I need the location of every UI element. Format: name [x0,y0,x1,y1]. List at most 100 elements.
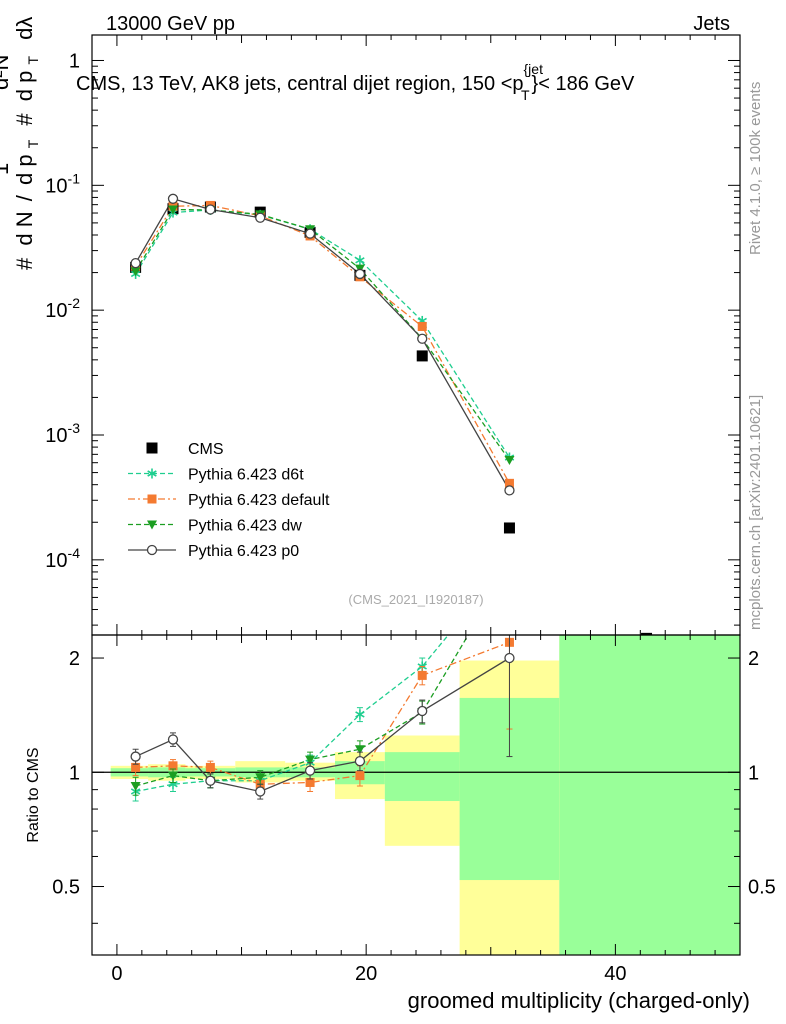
point-ratio-pythia-6-423-dw-3 [255,773,266,783]
y-tick-label-upper-one: 1 [69,50,80,72]
y-tick-base-1: 10 [45,300,67,322]
point-upper-pythia-6-423-p0-2 [205,204,216,215]
legend-marker-pythia-6-423-d6t-stroke-2 [147,470,157,477]
y-tick-label-lower-left-2: 2 [69,648,80,670]
point-ratio-pythia-6-423-p0-0 [130,751,141,762]
point-upper-pythia-6-423-dw-7 [504,456,515,466]
y-tick-exp-3: -4 [68,545,81,561]
legend-marker-pythia-6-423-p0 [146,544,158,556]
y-tick-label-lower-right-2: 2 [748,648,759,670]
point-ratio-pythia-6-423-dw-0 [130,782,141,792]
y-tick-base-0: 10 [45,175,67,197]
point-ratio-pythia-6-423-dw-1 [168,771,178,781]
point-ratio-pythia-6-423-default-2 [205,762,215,772]
point-ratio-pythia-6-423-dw-7 [504,562,514,571]
point-ratio-pythia-6-423-dw-4 [305,755,316,765]
y-tick-base-2: 10 [45,425,67,447]
legend-label-pythia-6-423-default: Pythia 6.423 default [188,492,330,509]
point-ratio-pythia-6-423-dw-5 [354,745,365,755]
mcplots-label: mcplots.cern.ch [arXiv:2401.10621] [747,395,764,630]
point-ratio-pythia-6-423-p0-7 [504,652,515,664]
upper-markers [130,193,653,635]
point-upper-pythia-6-423-p0-0 [130,257,141,269]
legend-label-pythia-6-423-p0: Pythia 6.423 p0 [188,543,299,560]
point-upper-pythia-6-423-d6t-5-stroke-2 [355,257,365,264]
y-tick-base-3: 10 [45,550,67,572]
point-upper-pythia-6-423-dw-1 [168,205,178,215]
point-ratio-pythia-6-423-default-0 [131,762,141,772]
point-ratio-pythia-6-423-d6t-5 [355,709,365,720]
y-axis-label-upper: # d N / d p T # d p T dλ 1 d²N [0,17,41,270]
point-upper-pythia-6-423-p0-4 [304,228,316,239]
point-upper-pythia-6-423-p0-6 [417,333,428,344]
legend-marker-pythia-6-423-dw [147,520,157,530]
upper-lines [135,198,511,491]
rivet-label: Rivet 4.1.0, ≥ 100k events [747,82,764,255]
x-tick-label-0: 0 [111,963,122,985]
point-ratio-pythia-6-423-p0-2 [205,775,216,786]
y-tick-label-lower-left-0: 0.5 [52,877,80,899]
ylabel-T1: T [25,139,41,148]
ylabel-hash2: # [12,113,37,126]
point-upper-cms-6 [416,350,428,362]
ylabel-hash1: # [12,257,37,270]
legend-marker-pythia-6-423-default [147,494,157,504]
point-ratio-pythia-6-423-p0-5 [354,755,366,767]
x-tick-label-2: 40 [604,963,626,985]
point-ratio-pythia-6-423-default-4 [305,777,315,787]
y-tick-label-upper-2: 10-3 [45,420,80,447]
point-ratio-pythia-6-423-p0-6 [417,705,428,717]
series-lines [135,198,511,793]
y-tick-exp-2: -3 [68,420,81,436]
point-ratio-pythia-6-423-d6t-7-stroke-1 [505,559,514,564]
y-tick-label-upper-0: 10-1 [45,170,80,197]
legend-marker-pythia-6-423-d6t [147,468,157,479]
point-upper-pythia-6-423-default-6 [417,321,427,331]
band-green-6 [384,752,460,802]
point-upper-cms-7 [503,522,515,534]
analysis-id: (CMS_2021_I1920187) [348,592,483,607]
x-axis-label: groomed multiplicity (charged-only) [408,988,750,1013]
lower-lines [135,635,510,793]
lower-markers [130,559,515,802]
header-right: Jets [693,13,730,35]
ylabel-dN: d N [12,211,37,245]
header-left: 13000 GeV pp [106,13,235,35]
legend-marker-cms [146,442,158,454]
point-upper-pythia-6-423-p0-3 [255,212,266,223]
y-tick-label-upper-1: 10-2 [45,295,80,322]
y-tick-label-lower-left-1: 1 [69,762,80,784]
x-tick-label-1: 20 [355,963,377,985]
point-upper-pythia-6-423-default-7 [504,478,514,488]
ylabel-T2: T [25,56,41,65]
point-upper-pythia-6-423-p0-7 [504,485,515,496]
title-sub: T [521,87,530,103]
line-ratio-pythia-6-423-p0 [135,657,510,793]
line-upper-pythia-6-423-p0 [135,198,511,491]
point-upper-pythia-6-423-p0-5 [354,268,366,280]
ylabel-slash: / [12,194,37,201]
point-upper-pythia-6-423-p0-1 [167,193,179,204]
legend-label-pythia-6-423-dw: Pythia 6.423 dw [188,518,302,535]
ylabel-dpT: d p [12,154,37,185]
point-ratio-pythia-6-423-d6t-7-stroke-2 [505,559,514,564]
line-ratio-pythia-6-423-d6t [135,635,450,793]
point-ratio-pythia-6-423-p0-3 [255,786,266,797]
point-ratio-pythia-6-423-default-1 [168,761,178,771]
point-upper-cms-8 [641,632,653,635]
y-tick-label-lower-right-0: 0.5 [748,877,776,899]
title-tail: }< 186 GeV [532,73,636,95]
point-upper-pythia-6-423-dw-0 [130,267,141,277]
point-ratio-pythia-6-423-default-5 [355,771,365,781]
point-upper-pythia-6-423-d6t-5 [355,255,365,266]
ylabel-one: 1 [0,163,13,175]
y-tick-exp-1: -2 [68,295,81,311]
line-upper-pythia-6-423-dw [135,208,510,461]
legend-label-pythia-6-423-d6t: Pythia 6.423 d6t [188,467,304,484]
title-main: CMS, 13 TeV, AK8 jets, central dijet reg… [76,73,524,95]
point-ratio-pythia-6-423-p0-1 [167,734,179,745]
point-ratio-pythia-6-423-d6t-5-stroke-2 [355,711,365,718]
ylabel-d2N: d²N [0,55,13,90]
